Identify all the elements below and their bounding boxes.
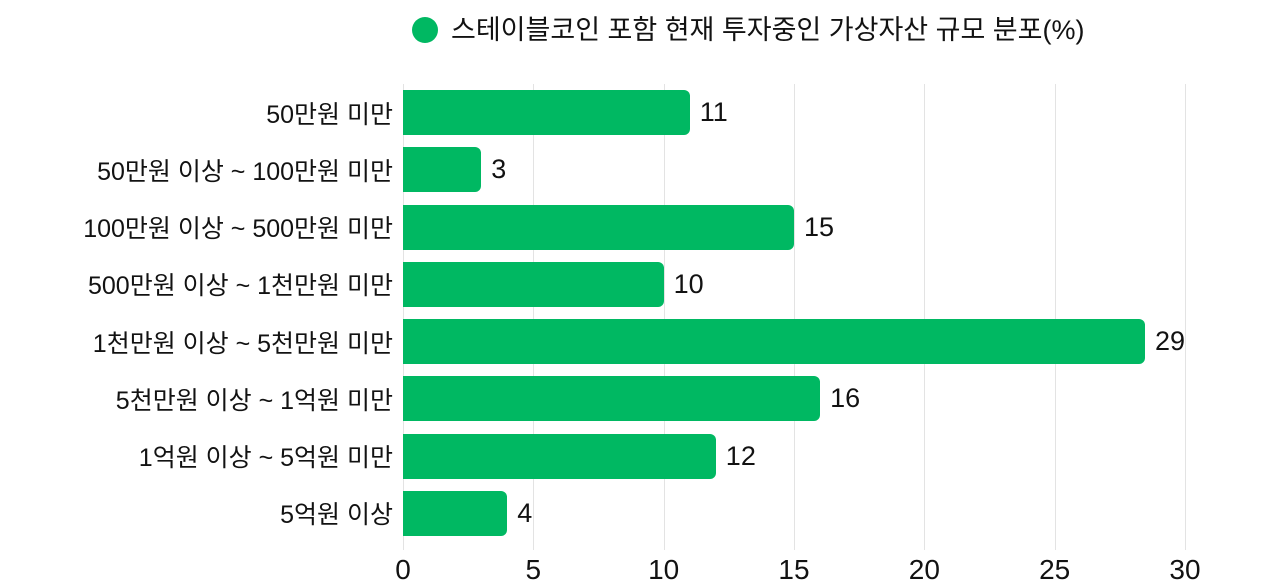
category-label: 100만원 이상 ~ 500만원 미만 [83, 215, 393, 244]
bar [403, 204, 794, 250]
gridline [1054, 84, 1056, 550]
bar [403, 147, 482, 193]
bar [403, 490, 508, 536]
bar-row: 10 [403, 256, 1185, 313]
x-tick-label: 15 [778, 554, 810, 585]
value-label: 11 [699, 97, 728, 128]
category-labels: 50만원 미만 50만원 이상 ~ 100만원 미만 100만원 이상 ~ 500만… [0, 84, 393, 542]
category-label: 1천만원 이상 ~ 5천만원 미만 [92, 329, 393, 358]
category-label: 50만원 이상 ~ 100만원 미만 [97, 157, 393, 186]
value-label: 3 [491, 154, 507, 185]
bar-rows: 11 3 15 10 29 16 12 4 [403, 84, 1185, 542]
value-label: 29 [1154, 326, 1185, 357]
bar-row: 11 [403, 84, 1185, 141]
gridline [533, 84, 535, 550]
x-axis: 0 5 10 15 20 25 30 [395, 554, 1200, 588]
bar [403, 90, 690, 136]
category-label: 1억원 이상 ~ 5억원 미만 [138, 444, 393, 473]
gridline [924, 84, 926, 550]
bar-row: 3 [403, 141, 1185, 198]
x-tick-label: 20 [908, 554, 940, 585]
x-tick-label: 0 [395, 554, 411, 585]
legend-label: 스테이블코인 포함 현재 투자중인 가상자산 규모 분포(%) [451, 15, 1085, 45]
legend-marker-icon [412, 17, 438, 44]
gridline [663, 84, 665, 550]
bar [403, 376, 821, 422]
bar-row: 12 [403, 428, 1185, 485]
gridline [1185, 84, 1186, 550]
value-label: 16 [830, 383, 861, 414]
category-label: 50만원 미만 [266, 100, 393, 129]
gridline [403, 84, 404, 550]
bar [403, 433, 716, 479]
bar-row: 4 [403, 485, 1185, 542]
gridline [794, 84, 795, 550]
bar [403, 261, 664, 307]
value-label: 15 [804, 211, 835, 242]
chart-legend: 스테이블코인 포함 현재 투자중인 가상자산 규모 분포(%) [412, 14, 1084, 46]
x-tick-label: 25 [1039, 554, 1071, 585]
bar-row: 15 [403, 199, 1185, 256]
x-tick-label: 10 [648, 554, 680, 585]
bar-row: 16 [403, 370, 1185, 427]
category-label: 5억원 이상 [280, 501, 393, 530]
bar-row: 29 [403, 313, 1185, 370]
bar [403, 319, 1145, 365]
x-tick-label: 5 [525, 554, 542, 585]
value-label: 4 [517, 497, 533, 528]
x-tick-label: 30 [1169, 554, 1201, 585]
category-label: 5천만원 이상 ~ 1억원 미만 [115, 386, 393, 415]
category-label: 500만원 이상 ~ 1천만원 미만 [88, 272, 393, 301]
value-label: 12 [725, 440, 756, 471]
value-label: 10 [673, 268, 704, 299]
plot-area: 11 3 15 10 29 16 12 4 0 5 10 15 20 25 30 [395, 84, 1201, 585]
